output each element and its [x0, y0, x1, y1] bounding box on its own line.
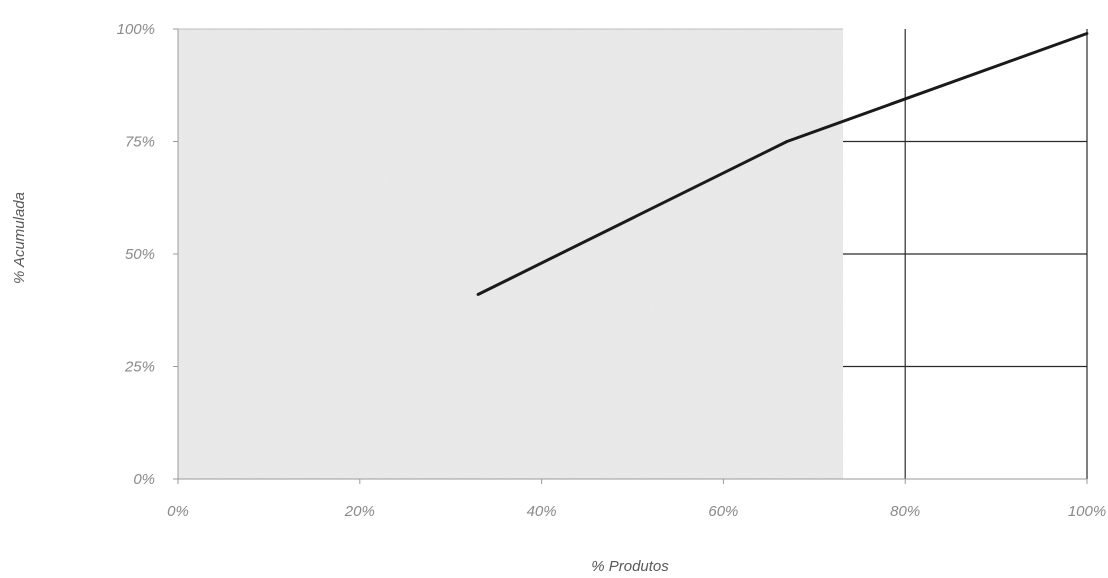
x-tick-label: 80% [890, 503, 920, 520]
x-tick-label: 60% [708, 503, 738, 520]
y-tick-label: 75% [125, 134, 155, 151]
data-point [1085, 32, 1089, 35]
x-axis-title: % Produtos [591, 558, 669, 575]
data-point [785, 140, 789, 143]
x-tick-labels: 0% 20% 40% 60% 80% 100% [167, 479, 1106, 520]
plot-background [178, 29, 843, 479]
y-tick-label: 100% [117, 21, 155, 38]
grid-lines [843, 29, 1088, 479]
y-tick-labels: 0% 25% 50% 75% 100% [117, 21, 178, 488]
x-tick-label: 20% [344, 503, 375, 520]
x-tick-label: 40% [527, 503, 557, 520]
y-tick-label: 50% [125, 246, 155, 263]
series [476, 32, 1089, 296]
plot-shade-texture [178, 29, 843, 479]
y-tick-label: 25% [124, 359, 155, 376]
x-tick-label: 100% [1068, 503, 1106, 520]
x-tick-label: 0% [167, 503, 189, 520]
y-tick-label: 0% [133, 471, 155, 488]
y-axis-title: % Acumulada [11, 192, 28, 284]
data-point [476, 293, 480, 296]
